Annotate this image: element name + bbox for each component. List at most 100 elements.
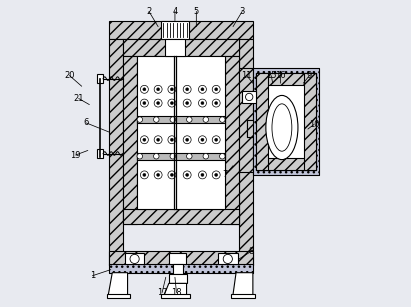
Text: 6: 6 bbox=[83, 119, 89, 127]
Circle shape bbox=[215, 138, 218, 141]
Text: 19: 19 bbox=[70, 150, 81, 160]
Circle shape bbox=[168, 171, 176, 179]
Circle shape bbox=[212, 85, 220, 93]
Circle shape bbox=[199, 85, 206, 93]
Circle shape bbox=[154, 136, 162, 144]
Bar bbox=[173, 264, 183, 274]
Text: 17: 17 bbox=[157, 288, 167, 297]
Circle shape bbox=[219, 154, 225, 159]
Ellipse shape bbox=[266, 95, 298, 160]
Bar bbox=[256, 158, 316, 170]
Polygon shape bbox=[109, 273, 127, 295]
Circle shape bbox=[186, 88, 189, 91]
Bar bbox=[137, 116, 225, 123]
Text: 2: 2 bbox=[146, 7, 152, 16]
Bar bbox=[218, 254, 238, 264]
Text: 4: 4 bbox=[172, 7, 178, 16]
Bar bbox=[304, 72, 316, 170]
Circle shape bbox=[187, 117, 192, 122]
Text: 7: 7 bbox=[223, 170, 228, 179]
Circle shape bbox=[199, 99, 206, 107]
Circle shape bbox=[199, 171, 206, 179]
Circle shape bbox=[183, 99, 191, 107]
Circle shape bbox=[170, 138, 173, 141]
Text: 9: 9 bbox=[307, 71, 312, 80]
Bar bbox=[231, 294, 255, 298]
Circle shape bbox=[141, 85, 148, 93]
Circle shape bbox=[154, 171, 162, 179]
Circle shape bbox=[201, 173, 204, 177]
Circle shape bbox=[157, 138, 159, 141]
Bar bbox=[169, 254, 186, 264]
Bar bbox=[109, 39, 123, 265]
Bar bbox=[137, 56, 225, 209]
Circle shape bbox=[245, 93, 253, 101]
Circle shape bbox=[215, 102, 218, 105]
Circle shape bbox=[137, 154, 143, 159]
Bar bbox=[109, 264, 253, 273]
Bar bbox=[161, 294, 190, 298]
Text: 8: 8 bbox=[249, 247, 254, 256]
Circle shape bbox=[201, 102, 204, 105]
Circle shape bbox=[219, 117, 225, 122]
Bar bbox=[109, 21, 253, 39]
Circle shape bbox=[201, 88, 204, 91]
Bar bbox=[253, 68, 319, 175]
Text: 1: 1 bbox=[90, 271, 95, 280]
Circle shape bbox=[154, 85, 162, 93]
Bar bbox=[169, 274, 187, 283]
Circle shape bbox=[170, 102, 173, 105]
Circle shape bbox=[143, 173, 146, 177]
Circle shape bbox=[212, 171, 220, 179]
Bar bbox=[247, 120, 259, 137]
Circle shape bbox=[223, 255, 232, 263]
Circle shape bbox=[130, 255, 139, 263]
Bar bbox=[97, 149, 103, 158]
Circle shape bbox=[215, 173, 218, 177]
Bar bbox=[123, 209, 239, 224]
Circle shape bbox=[154, 99, 162, 107]
Circle shape bbox=[157, 88, 159, 91]
Circle shape bbox=[215, 88, 218, 91]
Circle shape bbox=[203, 117, 208, 122]
Circle shape bbox=[187, 154, 192, 159]
Bar bbox=[165, 39, 185, 56]
Text: 20: 20 bbox=[64, 71, 75, 80]
Bar bbox=[125, 254, 144, 264]
Bar bbox=[123, 56, 137, 224]
Bar bbox=[242, 91, 256, 103]
Circle shape bbox=[170, 173, 173, 177]
Circle shape bbox=[168, 99, 176, 107]
Bar bbox=[239, 39, 253, 265]
Ellipse shape bbox=[272, 104, 292, 151]
Circle shape bbox=[141, 99, 148, 107]
Circle shape bbox=[168, 85, 176, 93]
Bar bbox=[123, 39, 239, 56]
Bar bbox=[107, 294, 130, 298]
Circle shape bbox=[141, 136, 148, 144]
Circle shape bbox=[201, 138, 204, 141]
Circle shape bbox=[154, 154, 159, 159]
Bar bbox=[137, 153, 225, 160]
Circle shape bbox=[199, 136, 206, 144]
Circle shape bbox=[141, 171, 148, 179]
Text: 3: 3 bbox=[240, 7, 245, 16]
Circle shape bbox=[154, 117, 159, 122]
Bar bbox=[256, 72, 268, 170]
Bar bbox=[247, 120, 259, 137]
Circle shape bbox=[157, 173, 159, 177]
Circle shape bbox=[186, 173, 189, 177]
Circle shape bbox=[186, 138, 189, 141]
Bar bbox=[109, 251, 253, 265]
Circle shape bbox=[170, 154, 175, 159]
Circle shape bbox=[212, 136, 220, 144]
Circle shape bbox=[183, 136, 191, 144]
Circle shape bbox=[212, 99, 220, 107]
Bar bbox=[225, 56, 239, 224]
Bar bbox=[256, 72, 316, 170]
Text: 15: 15 bbox=[266, 71, 277, 80]
Text: 18: 18 bbox=[171, 288, 182, 297]
Circle shape bbox=[170, 88, 173, 91]
Polygon shape bbox=[164, 283, 187, 295]
Circle shape bbox=[168, 136, 176, 144]
